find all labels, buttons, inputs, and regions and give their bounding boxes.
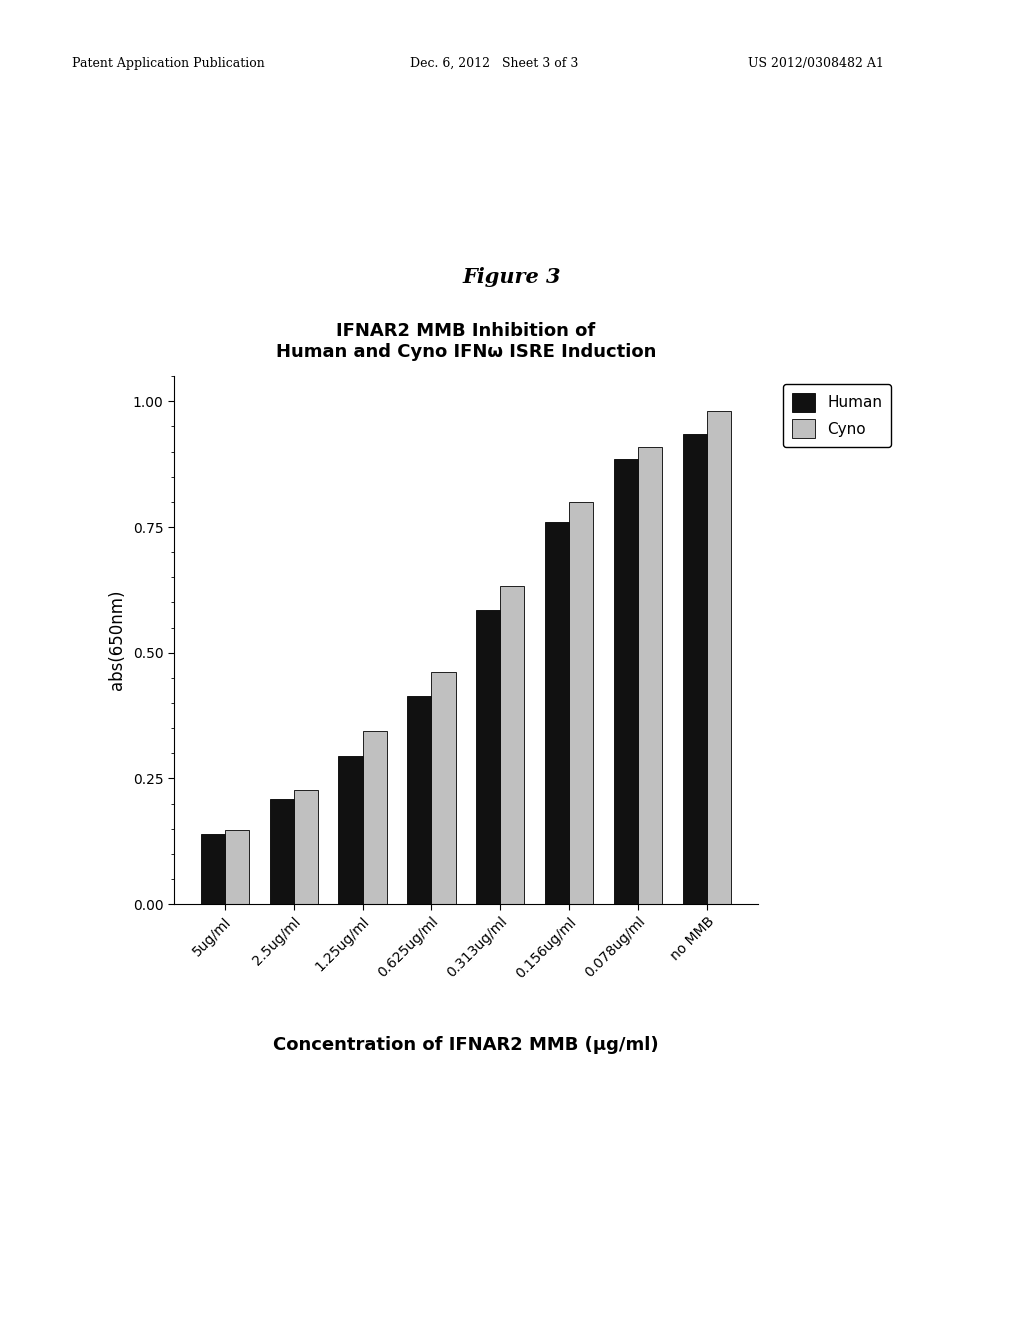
Bar <box>683 434 708 904</box>
Bar <box>501 586 524 904</box>
Bar <box>224 830 249 904</box>
Bar <box>708 412 731 904</box>
Text: Patent Application Publication: Patent Application Publication <box>72 57 264 70</box>
Title: IFNAR2 MMB Inhibition of
Human and Cyno IFNω ISRE Induction: IFNAR2 MMB Inhibition of Human and Cyno … <box>275 322 656 360</box>
Bar <box>476 610 501 904</box>
Bar <box>408 696 431 904</box>
Bar <box>362 731 387 904</box>
Text: Dec. 6, 2012   Sheet 3 of 3: Dec. 6, 2012 Sheet 3 of 3 <box>410 57 578 70</box>
Bar <box>545 521 569 904</box>
Legend: Human, Cyno: Human, Cyno <box>783 384 891 447</box>
Bar <box>269 799 294 904</box>
Bar <box>339 756 362 904</box>
Bar <box>614 459 638 904</box>
Bar <box>431 672 456 904</box>
Bar <box>294 789 317 904</box>
Bar <box>201 834 224 904</box>
Bar <box>569 502 593 904</box>
X-axis label: Concentration of IFNAR2 MMB (μg/ml): Concentration of IFNAR2 MMB (μg/ml) <box>273 1036 658 1055</box>
Text: Figure 3: Figure 3 <box>463 267 561 288</box>
Bar <box>638 446 663 904</box>
Text: US 2012/0308482 A1: US 2012/0308482 A1 <box>748 57 884 70</box>
Y-axis label: abs(650nm): abs(650nm) <box>108 590 126 690</box>
